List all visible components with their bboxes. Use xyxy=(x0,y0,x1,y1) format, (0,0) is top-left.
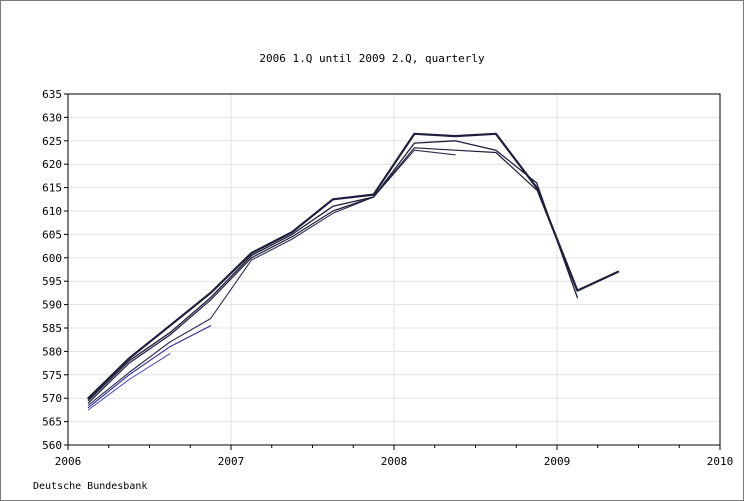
x-tick-label: 2007 xyxy=(218,455,245,468)
y-tick-label: 620 xyxy=(42,158,62,171)
y-tick-label: 615 xyxy=(42,182,62,195)
y-tick-label: 625 xyxy=(42,135,62,148)
y-tick-label: 570 xyxy=(42,392,62,405)
y-tick-label: 630 xyxy=(42,111,62,124)
source-label: Deutsche Bundesbank xyxy=(33,481,148,492)
y-tick-label: 600 xyxy=(42,252,62,265)
y-tick-label: 605 xyxy=(42,228,62,241)
series-line-2 xyxy=(87,140,579,402)
y-tick-label: 590 xyxy=(42,299,62,312)
series-line-4 xyxy=(87,149,456,406)
y-tick-label: 580 xyxy=(42,345,62,358)
y-tick-label: 560 xyxy=(42,439,62,452)
x-tick-label: 2009 xyxy=(544,455,571,468)
series-line-3 xyxy=(87,147,538,404)
x-tick-label: 2006 xyxy=(55,455,82,468)
y-tick-label: 635 xyxy=(42,88,62,101)
y-tick-label: 565 xyxy=(42,416,62,429)
series-line-5 xyxy=(87,325,212,409)
plot-border xyxy=(67,93,721,446)
y-tick-label: 595 xyxy=(42,275,62,288)
x-tick-label: 2010 xyxy=(707,455,734,468)
y-tick-label: 610 xyxy=(42,205,62,218)
y-tick-label: 585 xyxy=(42,322,62,335)
series-line-6 xyxy=(87,353,171,411)
x-tick-label: 2008 xyxy=(381,455,408,468)
series-line-1 xyxy=(87,132,620,400)
y-tick-label: 575 xyxy=(42,369,62,382)
chart-title: 2006 1.Q until 2009 2.Q, quarterly xyxy=(259,52,485,65)
